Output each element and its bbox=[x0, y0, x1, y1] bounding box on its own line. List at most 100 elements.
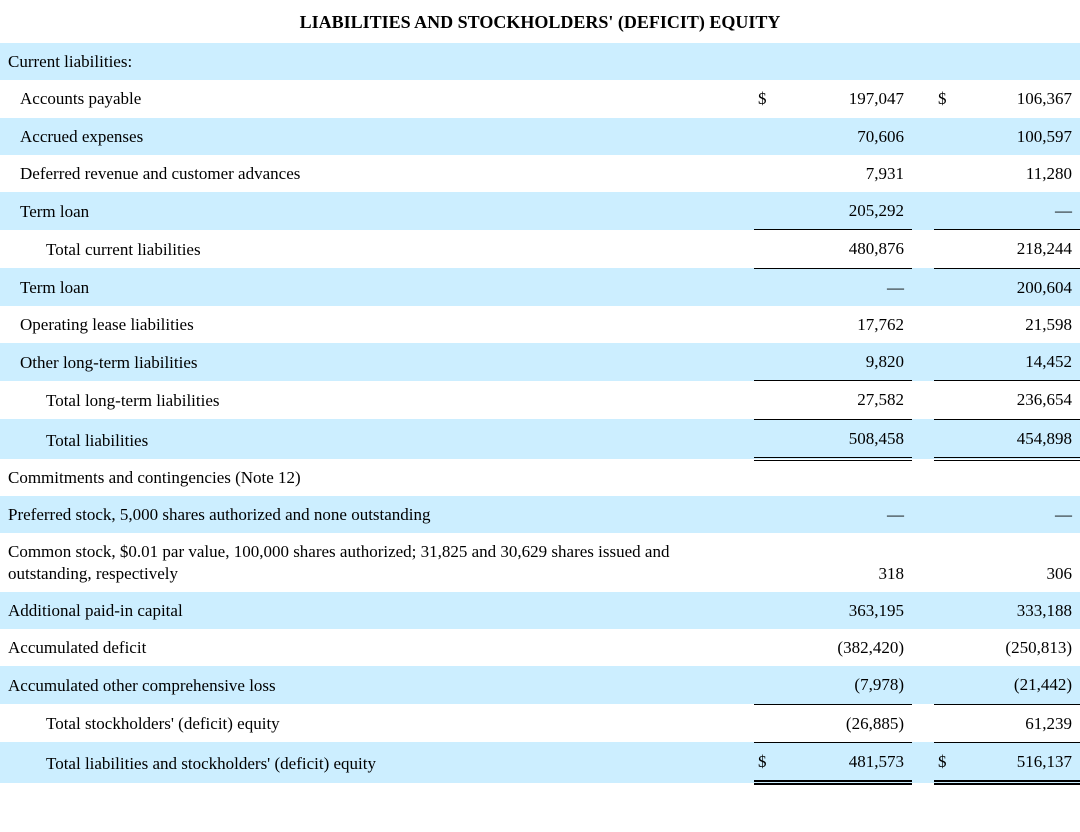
value-current: 508,458 bbox=[782, 419, 912, 461]
currency-symbol bbox=[934, 704, 964, 743]
column-gap bbox=[912, 192, 934, 230]
value-prior: 218,244 bbox=[964, 229, 1080, 269]
column-gap bbox=[912, 591, 934, 629]
row-label: Term loan bbox=[0, 268, 754, 306]
value-current: — bbox=[782, 496, 912, 534]
currency-symbol bbox=[934, 380, 964, 420]
value-current: 70,606 bbox=[782, 117, 912, 155]
value-prior: — bbox=[964, 192, 1080, 231]
currency-symbol bbox=[934, 591, 964, 629]
value-prior bbox=[964, 459, 1080, 496]
value-current: 9,820 bbox=[782, 343, 912, 382]
row-label: Additional paid-in capital bbox=[0, 591, 754, 629]
row-label: Total liabilities and stockholders' (def… bbox=[0, 742, 754, 783]
value-prior bbox=[964, 43, 1080, 81]
column-gap bbox=[912, 742, 934, 783]
currency-symbol bbox=[934, 533, 964, 592]
table-row: Total liabilities and stockholders' (def… bbox=[0, 742, 1080, 786]
value-current: 363,195 bbox=[782, 591, 912, 629]
row-label: Commitments and contingencies (Note 12) bbox=[8, 467, 301, 487]
table-row: Accrued expenses 70,606 100,597 bbox=[0, 117, 1080, 155]
value-current: 205,292 bbox=[782, 192, 912, 231]
column-gap bbox=[912, 117, 934, 155]
currency-symbol bbox=[754, 419, 782, 461]
currency-symbol bbox=[754, 666, 782, 705]
value-prior: 21,598 bbox=[1025, 314, 1072, 334]
table-row: Accumulated deficit (382,420) (250,813) bbox=[0, 629, 1080, 666]
value-prior: 14,452 bbox=[964, 343, 1080, 382]
row-label: Current liabilities: bbox=[0, 43, 754, 81]
currency-symbol: $ bbox=[754, 742, 782, 786]
table-row: Total stockholders' (deficit) equity (26… bbox=[0, 704, 1080, 743]
column-gap bbox=[912, 496, 934, 534]
currency-symbol bbox=[934, 268, 964, 306]
currency-symbol bbox=[754, 380, 782, 420]
table-row: Total long-term liabilities 27,582 236,6… bbox=[0, 380, 1080, 420]
value-prior: (250,813) bbox=[1005, 638, 1072, 657]
value-prior: (21,442) bbox=[964, 666, 1080, 705]
table-row: Accounts payable $ 197,047 $ 106,367 bbox=[0, 80, 1080, 117]
value-prior: 100,597 bbox=[964, 117, 1080, 155]
row-label: Total stockholders' (deficit) equity bbox=[46, 714, 280, 733]
row-label: Operating lease liabilities bbox=[20, 314, 194, 334]
currency-symbol bbox=[754, 43, 782, 81]
column-gap bbox=[912, 666, 934, 704]
value-prior: 306 bbox=[1046, 563, 1073, 583]
currency-symbol bbox=[754, 155, 782, 192]
currency-symbol bbox=[754, 704, 782, 743]
currency-symbol bbox=[754, 229, 782, 269]
currency-symbol bbox=[934, 117, 964, 155]
row-label: Accrued expenses bbox=[0, 117, 754, 155]
column-gap bbox=[912, 343, 934, 381]
currency-symbol bbox=[754, 343, 782, 382]
value-prior: 106,367 bbox=[1016, 89, 1072, 109]
currency-symbol bbox=[934, 43, 964, 81]
column-gap bbox=[912, 419, 934, 459]
value-prior: — bbox=[964, 496, 1080, 534]
value-current: (382,420) bbox=[837, 638, 904, 657]
table-row: Total liabilities 508,458 454,898 bbox=[0, 419, 1080, 461]
table-row: Additional paid-in capital 363,195 333,1… bbox=[0, 591, 1080, 629]
table-row: Preferred stock, 5,000 shares authorized… bbox=[0, 496, 1080, 534]
row-label: Accumulated deficit bbox=[8, 638, 147, 657]
column-gap bbox=[912, 43, 934, 81]
currency-symbol bbox=[934, 666, 964, 705]
currency-symbol bbox=[754, 459, 782, 496]
currency-symbol bbox=[934, 629, 964, 666]
column-gap bbox=[912, 459, 934, 496]
column-gap bbox=[912, 230, 934, 268]
row-label: Total long-term liabilities bbox=[46, 390, 220, 410]
value-prior: 61,239 bbox=[964, 704, 1080, 743]
value-current: 197,047 bbox=[848, 89, 904, 109]
column-gap bbox=[912, 629, 934, 666]
row-label: Accumulated other comprehensive loss bbox=[0, 666, 754, 704]
table-row: Other long-term liabilities 9,820 14,452 bbox=[0, 343, 1080, 382]
currency-symbol bbox=[754, 268, 782, 306]
value-current: (26,885) bbox=[782, 704, 912, 743]
value-current: 7,931 bbox=[865, 163, 904, 183]
value-prior: 454,898 bbox=[964, 419, 1080, 461]
table-title: LIABILITIES AND STOCKHOLDERS' (DEFICIT) … bbox=[299, 12, 781, 32]
currency-symbol: $ bbox=[934, 742, 964, 786]
value-current: — bbox=[782, 268, 912, 306]
value-current: 27,582 bbox=[782, 380, 912, 420]
column-gap bbox=[912, 704, 934, 742]
currency-symbol bbox=[934, 419, 964, 461]
currency-symbol bbox=[934, 343, 964, 382]
value-current: 17,762 bbox=[857, 314, 904, 334]
column-gap bbox=[912, 268, 934, 306]
currency-symbol bbox=[754, 306, 782, 343]
currency-symbol: $ bbox=[758, 89, 767, 109]
value-current bbox=[782, 43, 912, 81]
currency-symbol bbox=[754, 192, 782, 231]
row-label: Other long-term liabilities bbox=[0, 343, 754, 381]
currency-symbol bbox=[934, 496, 964, 534]
value-prior: 516,137 bbox=[964, 742, 1080, 786]
value-current: 318 bbox=[878, 563, 905, 583]
column-gap bbox=[912, 533, 934, 592]
value-current bbox=[782, 459, 912, 496]
row-label: Preferred stock, 5,000 shares authorized… bbox=[0, 496, 754, 534]
value-current: (7,978) bbox=[782, 666, 912, 705]
value-current: 481,573 bbox=[782, 742, 912, 786]
